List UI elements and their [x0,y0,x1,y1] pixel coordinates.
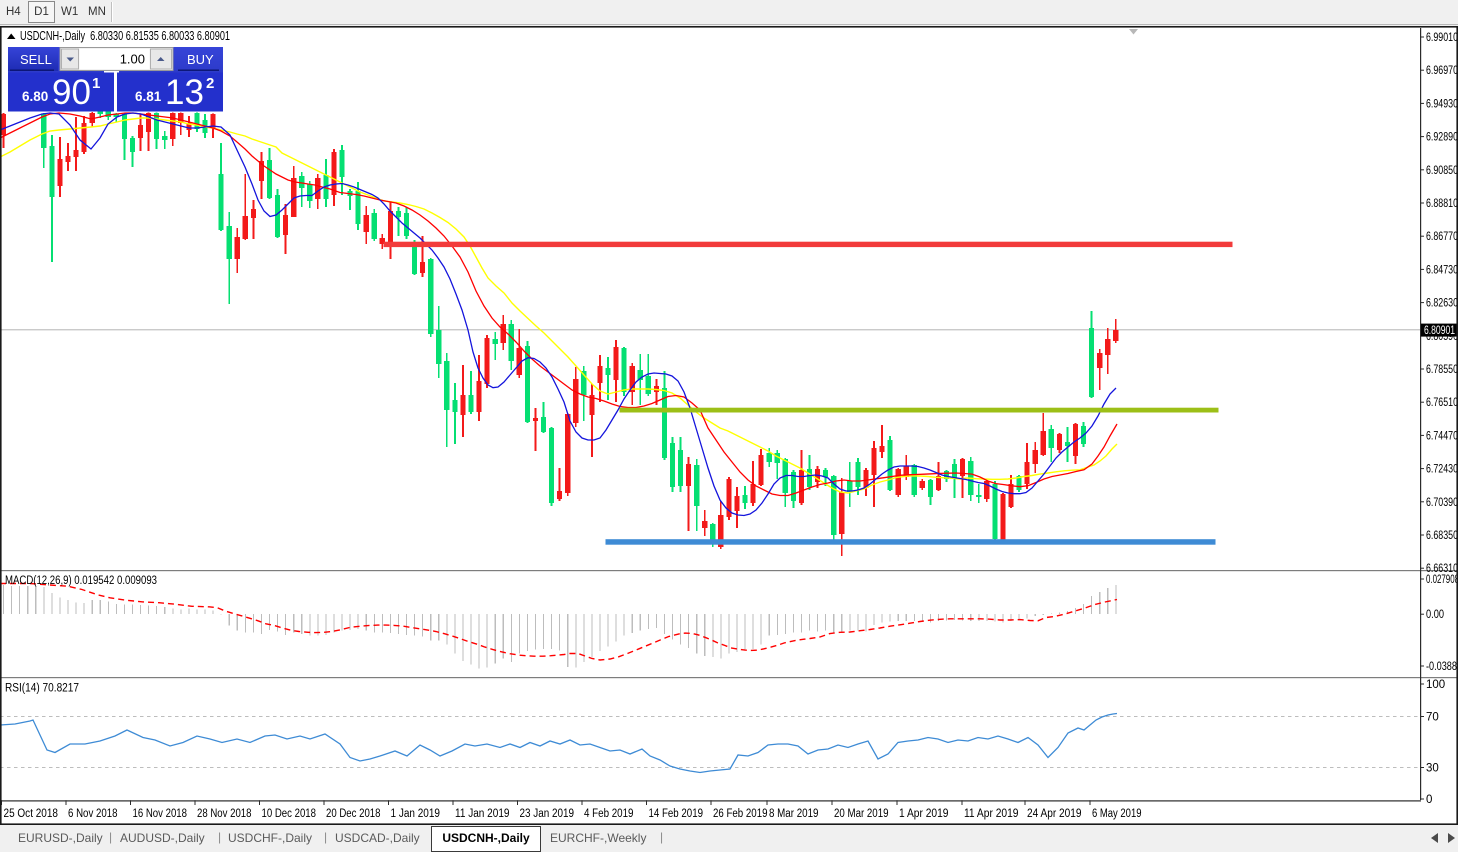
svg-text:0: 0 [1426,794,1432,806]
svg-text:SELL: SELL [20,52,52,67]
svg-text:6.80: 6.80 [22,89,48,104]
svg-text:1 Jan 2019: 1 Jan 2019 [391,808,441,820]
svg-text:6.88810: 6.88810 [1426,198,1458,210]
svg-text:6 May 2019: 6 May 2019 [1092,808,1142,820]
svg-text:2: 2 [206,75,214,92]
svg-text:28 Nov 2018: 28 Nov 2018 [197,808,252,820]
svg-text:30: 30 [1426,763,1439,775]
svg-text:6.84730: 6.84730 [1426,264,1458,276]
svg-text:6.94930: 6.94930 [1426,98,1458,110]
svg-text:1.00: 1.00 [120,52,145,67]
svg-text:26 Feb 2019: 26 Feb 2019 [713,808,768,820]
svg-text:24 Apr 2019: 24 Apr 2019 [1027,808,1082,820]
svg-text:11 Apr 2019: 11 Apr 2019 [964,808,1019,820]
svg-text:6.90850: 6.90850 [1426,165,1458,177]
svg-text:6.92890: 6.92890 [1426,132,1458,144]
svg-text:6 Nov 2018: 6 Nov 2018 [68,808,118,820]
svg-text:MACD(12,26,9) 0.019542 0.00909: MACD(12,26,9) 0.019542 0.009093 [5,575,157,587]
svg-text:6.99010: 6.99010 [1426,32,1458,44]
svg-text:6.70390: 6.70390 [1426,497,1458,509]
svg-text:6.76510: 6.76510 [1426,397,1458,409]
svg-text:1 Apr 2019: 1 Apr 2019 [899,808,949,820]
svg-text:0.027908: 0.027908 [1426,574,1458,586]
svg-text:70: 70 [1426,712,1439,724]
svg-text:25 Oct 2018: 25 Oct 2018 [4,808,59,820]
svg-text:6.86770: 6.86770 [1426,231,1458,243]
svg-text:USDCNH-,Daily 6.80330 6.81535: USDCNH-,Daily 6.80330 6.81535 6.80033 6.… [20,29,230,43]
svg-text:10 Dec 2018: 10 Dec 2018 [262,808,317,820]
svg-text:16 Nov 2018: 16 Nov 2018 [133,808,188,820]
svg-text:6.74470: 6.74470 [1426,430,1458,442]
svg-text:100: 100 [1426,679,1445,691]
svg-text:RSI(14) 70.8217: RSI(14) 70.8217 [5,683,79,695]
svg-text:6.78550: 6.78550 [1426,364,1458,376]
svg-text:6.96970: 6.96970 [1426,65,1458,77]
svg-text:11 Jan 2019: 11 Jan 2019 [455,808,510,820]
svg-text:20 Dec 2018: 20 Dec 2018 [326,808,381,820]
svg-text:23 Jan 2019: 23 Jan 2019 [520,808,575,820]
svg-text:13: 13 [165,73,204,112]
svg-text:14 Feb 2019: 14 Feb 2019 [649,808,704,820]
svg-text:90: 90 [52,73,91,112]
svg-text:6.68350: 6.68350 [1426,530,1458,542]
svg-text:8 Mar 2019: 8 Mar 2019 [769,808,819,820]
svg-text:6.66310: 6.66310 [1426,563,1458,575]
svg-text:20 Mar 2019: 20 Mar 2019 [834,808,889,820]
svg-text:6.81: 6.81 [135,89,162,104]
svg-text:6.72430: 6.72430 [1426,464,1458,476]
svg-text:0.00: 0.00 [1426,609,1444,621]
svg-text:6.82630: 6.82630 [1426,298,1458,310]
svg-text:4 Feb 2019: 4 Feb 2019 [584,808,634,820]
svg-text:BUY: BUY [187,52,214,67]
svg-text:-0.03887: -0.03887 [1426,661,1458,673]
svg-text:1: 1 [92,75,100,92]
svg-text:6.80901: 6.80901 [1424,325,1455,337]
